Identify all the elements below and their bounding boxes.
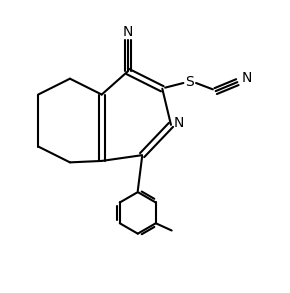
Text: N: N — [242, 71, 252, 85]
Text: N: N — [174, 116, 184, 130]
Text: N: N — [122, 25, 133, 39]
Text: S: S — [185, 74, 194, 88]
